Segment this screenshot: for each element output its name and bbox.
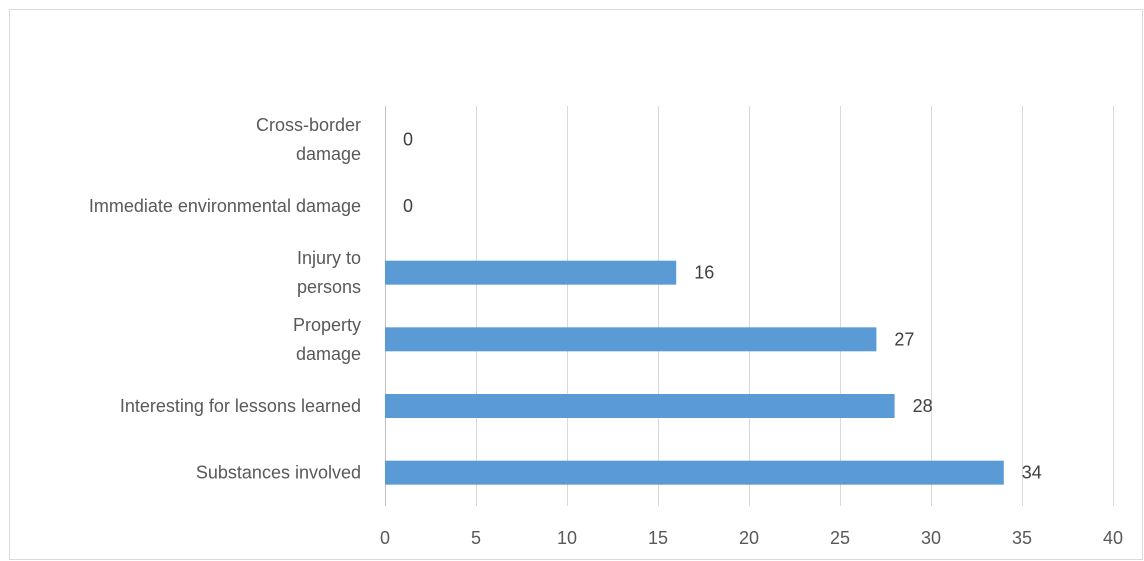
- bar: [385, 260, 677, 285]
- x-axis-tick-labels: 0 5 10 15 20 25 30 35 40: [380, 528, 1123, 548]
- bar: [385, 460, 1004, 485]
- category-label: Property: [293, 315, 361, 335]
- x-tick-label: 0: [380, 528, 390, 548]
- category-label: damage: [296, 144, 361, 164]
- x-tick-label: 35: [1012, 528, 1032, 548]
- x-tick-label: 40: [1103, 528, 1123, 548]
- category-label: Interesting for lessons learned: [120, 396, 361, 416]
- x-tick-label: 5: [471, 528, 481, 548]
- data-label: 0: [403, 129, 413, 149]
- data-label: 34: [1022, 463, 1042, 483]
- category-labels: Substances involved Interesting for lesso…: [89, 115, 361, 483]
- category-label: Cross-border: [256, 115, 361, 135]
- x-tick-label: 10: [557, 528, 577, 548]
- x-tick-label: 20: [739, 528, 759, 548]
- bar: [385, 394, 895, 418]
- data-label: 27: [894, 329, 914, 349]
- x-tick-label: 15: [648, 528, 668, 548]
- category-label: persons: [297, 277, 361, 297]
- data-label: 16: [694, 263, 714, 283]
- bars: [385, 260, 1004, 485]
- gridlines: [385, 106, 1114, 506]
- category-label: damage: [296, 344, 361, 364]
- data-label: 0: [403, 196, 413, 216]
- category-label: Immediate environmental damage: [89, 196, 361, 216]
- category-label: Injury to: [297, 248, 361, 268]
- data-labels: 34 28 27 16 0 0: [403, 129, 1042, 482]
- category-label: Substances involved: [196, 463, 361, 483]
- x-tick-label: 30: [921, 528, 941, 548]
- bar: [385, 327, 877, 352]
- data-label: 28: [913, 396, 933, 416]
- x-tick-label: 25: [830, 528, 850, 548]
